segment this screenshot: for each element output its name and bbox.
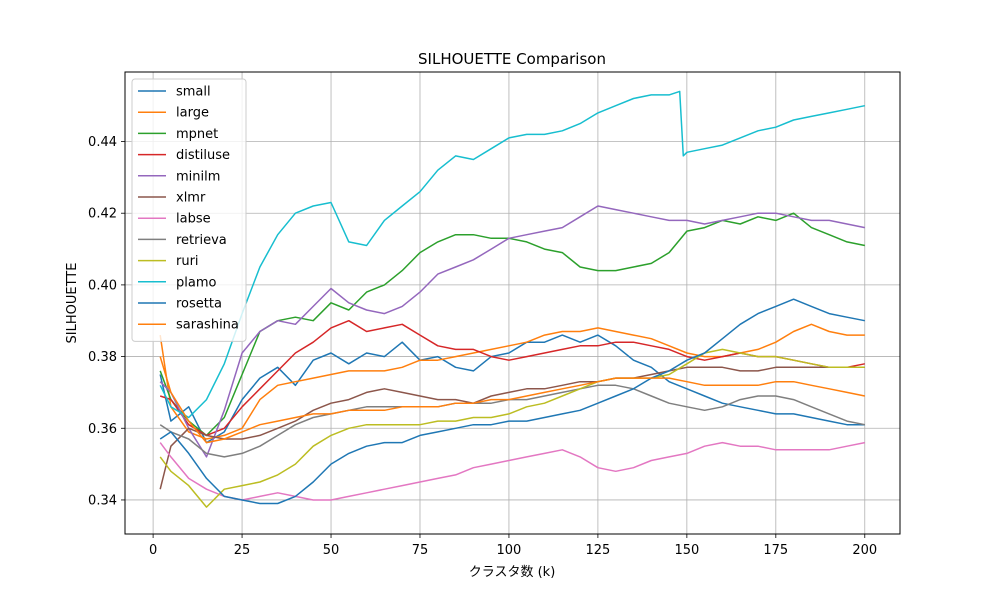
x-tick-label: 50 <box>323 543 340 558</box>
legend-label-sarashina: sarashina <box>176 318 239 333</box>
plot-frame <box>124 71 901 535</box>
x-tick-label: 0 <box>149 543 157 558</box>
series-line-large <box>159 323 865 440</box>
legend-label-large: large <box>176 106 209 121</box>
legend-label-minilm: minilm <box>176 169 220 184</box>
series-line-small <box>159 334 865 444</box>
series-line-labse <box>159 441 865 501</box>
legend-label-mpnet: mpnet <box>176 127 218 142</box>
legend-box <box>131 78 247 342</box>
y-tick-label: 0.44 <box>88 135 117 150</box>
legend-label-retrieva: retrieva <box>176 233 227 248</box>
series-line-ruri <box>159 348 865 508</box>
x-tick-label: 100 <box>497 543 522 558</box>
legend: small large mpnet distiluse minilm xlmr labse r… <box>131 78 247 342</box>
series-line-rosetta <box>159 298 865 505</box>
x-tick-label: 150 <box>674 543 699 558</box>
x-tick-label: 125 <box>585 543 610 558</box>
series-line-sarashina <box>159 356 865 444</box>
chart-title: SILHOUETTE Comparison <box>418 50 606 68</box>
legend-label-small: small <box>176 85 211 100</box>
y-axis-label: SILHOUETTE <box>65 263 80 344</box>
x-tick-label: 175 <box>763 543 788 558</box>
x-axis-label: クラスタ数 (k) <box>469 565 556 580</box>
y-tick-label: 0.38 <box>88 350 117 365</box>
x-tick-label: 75 <box>412 543 429 558</box>
series-line-xlmr <box>159 366 865 490</box>
legend-label-xlmr: xlmr <box>176 191 206 206</box>
series-line-minilm <box>159 205 865 458</box>
grid-lines <box>125 72 900 534</box>
y-tick-label: 0.34 <box>88 493 117 508</box>
x-tick-label: 200 <box>852 543 877 558</box>
y-tick-label: 0.36 <box>88 422 117 437</box>
series-lines <box>159 90 865 508</box>
legend-label-labse: labse <box>176 212 211 227</box>
legend-label-rosetta: rosetta <box>176 297 222 312</box>
legend-label-plamo: plamo <box>176 275 216 290</box>
legend-label-ruri: ruri <box>176 254 199 269</box>
y-tick-label: 0.40 <box>88 278 117 293</box>
axis-ticks: 0 25 50 75 100 125 150 175 200 0.34 0.36 0.38 0.40 0.… <box>88 135 877 558</box>
legend-label-distiluse: distiluse <box>176 148 230 163</box>
y-tick-label: 0.42 <box>88 207 117 222</box>
x-tick-label: 25 <box>234 543 251 558</box>
series-line-plamo <box>159 90 865 419</box>
